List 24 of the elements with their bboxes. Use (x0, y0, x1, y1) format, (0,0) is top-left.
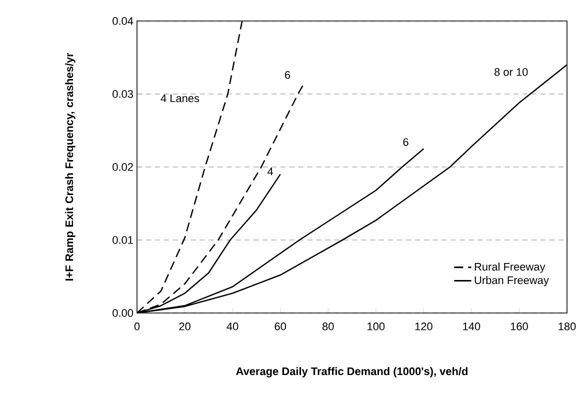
x-tick-label: 100 (368, 322, 385, 330)
annotation: 4 Lanes (160, 94, 200, 102)
x-tick-label: 140 (463, 322, 480, 330)
x-tick-label: 160 (510, 322, 528, 330)
y-tick-label: 0.04 (112, 17, 134, 25)
x-tick-label: 40 (226, 322, 238, 330)
legend-label: Rural Freeway (474, 262, 546, 273)
x-axis-title: Average Daily Traffic Demand (1000's), veh/d (236, 367, 468, 378)
annotation: 6 (403, 138, 408, 146)
x-tick-label: 80 (322, 322, 334, 330)
annotation: 4 (268, 168, 274, 176)
y-tick-label: 0.00 (112, 309, 134, 317)
x-tick-label: 60 (274, 322, 286, 330)
y-tick-label: 0.02 (112, 163, 133, 171)
annotation: 6 (285, 71, 290, 79)
y-axis-title: I+F Ramp Exit Crash Frequency, crashes/yr (65, 52, 76, 281)
x-tick-label: 20 (179, 322, 190, 330)
annotation: 8 or 10 (494, 68, 528, 76)
x-tick-label: 180 (558, 322, 576, 330)
x-tick-label: 120 (415, 322, 432, 330)
legend-label: Urban Freeway (474, 276, 549, 286)
y-tick-label: 0.03 (112, 90, 133, 98)
y-tick-label: 0.01 (112, 236, 133, 244)
x-tick-label: 0 (134, 322, 140, 330)
